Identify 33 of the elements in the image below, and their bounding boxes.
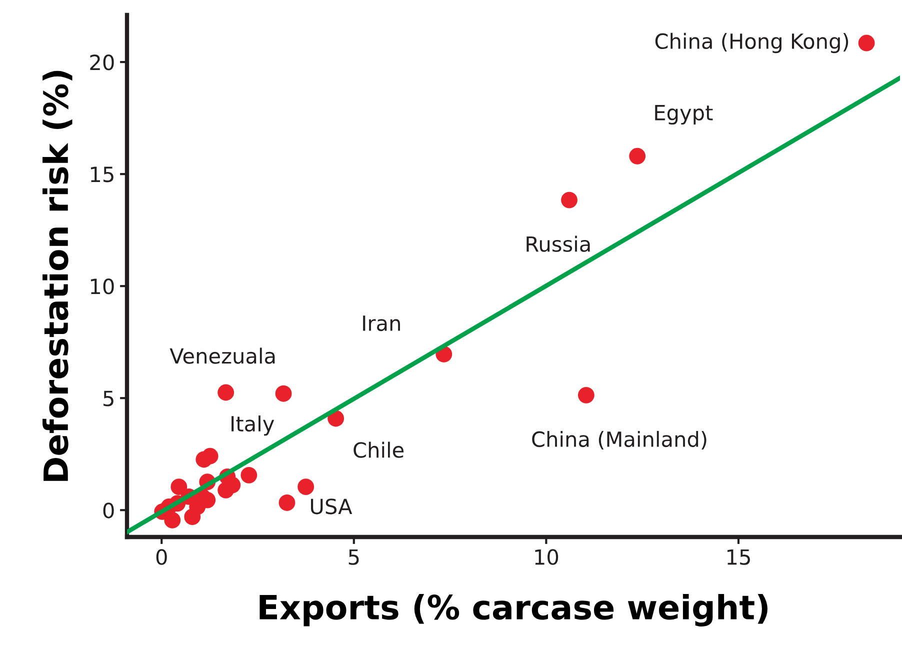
y-tick-label: 10 (90, 278, 114, 294)
point (240, 466, 258, 484)
y-tick-label: 20 (90, 54, 114, 70)
annotation: China (Hong Kong) (655, 32, 848, 54)
point (196, 451, 212, 468)
point (164, 512, 181, 528)
y-tick-label: 0 (103, 502, 114, 518)
point (170, 478, 188, 496)
x-tick-label: 5 (348, 549, 359, 565)
y-axis-title: Deforestation risk (%) (42, 70, 72, 481)
y-tick-label: 15 (90, 166, 114, 182)
x-axis-title: Exports (% carcase weight) (260, 594, 768, 626)
point (298, 478, 314, 496)
annotation: China (Mainland) (532, 430, 706, 450)
annotation: Italy (232, 415, 274, 436)
point (218, 482, 234, 498)
point (561, 192, 578, 208)
point (275, 385, 292, 402)
annotation: Egypt (655, 105, 713, 125)
point (629, 148, 646, 164)
annotation: USA (311, 498, 352, 514)
annotation: Venezuala (170, 348, 275, 364)
point (578, 386, 594, 404)
annotation: Russia (526, 236, 590, 252)
annotation: Iran (363, 316, 400, 332)
x-tick-label: 10 (535, 549, 558, 565)
point (278, 494, 296, 511)
annotation: Chile (354, 442, 404, 458)
x-tick-label: 15 (728, 549, 750, 565)
point (218, 384, 234, 401)
point (858, 34, 875, 52)
y-tick-label: 5 (104, 390, 114, 406)
x-tick-label: 0 (156, 549, 167, 565)
